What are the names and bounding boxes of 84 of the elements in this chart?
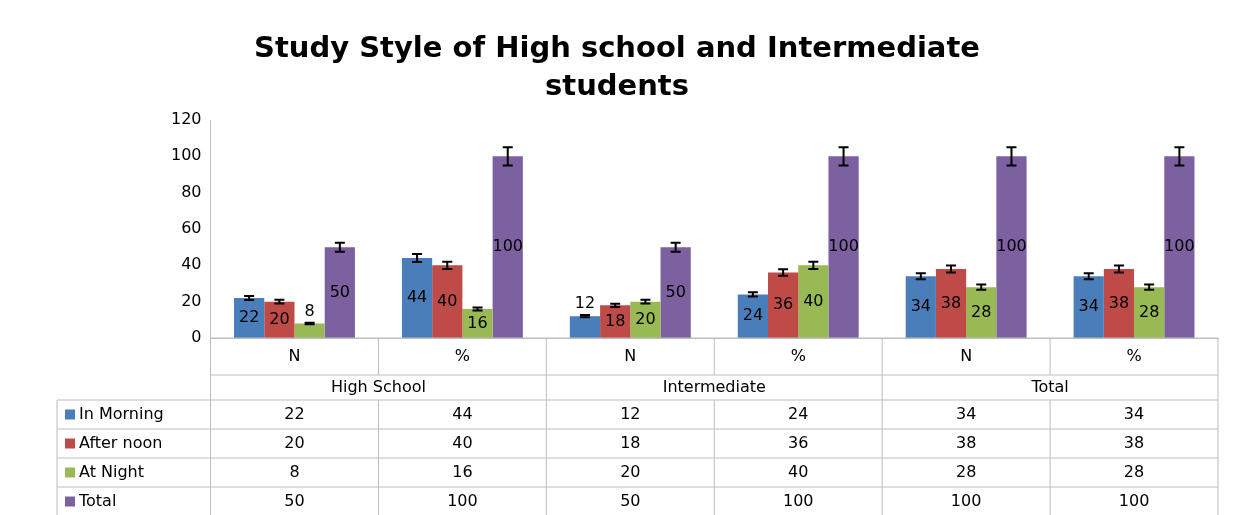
data-label: 38 [1108,292,1130,312]
y-tick-label: 60 [181,218,202,238]
x-tick-label: % [1126,345,1142,365]
text: 100 [950,490,982,510]
y-tick-label: 120 [170,109,202,129]
data-label: 50 [665,281,686,301]
y-tick-label: 20 [181,290,202,310]
legend-label: At Night [79,461,145,481]
data-label: 100 [492,236,524,256]
bar [324,247,355,338]
data-label: 34 [910,296,931,316]
text: 16 [452,461,473,481]
text: 12 [620,403,641,423]
data-label: 40 [437,290,458,310]
bar [905,276,936,338]
x-tick-label: % [454,345,471,365]
data-label: 100 [996,236,1027,256]
data-label: 24 [742,305,764,325]
text: Intermediate [662,376,766,396]
data-label: 28 [1138,301,1160,321]
text: 38 [1123,432,1145,452]
bar [828,156,859,338]
data-label: 18 [605,310,626,330]
text: 50 [620,490,641,510]
text: High School [330,376,426,396]
x-tick-label: N [288,345,301,365]
data-label: 38 [940,292,962,312]
text: 20 [620,461,641,481]
y-tick-label: 40 [181,254,202,274]
text: 36 [788,432,809,452]
text: 38 [955,432,977,452]
data-label: 12 [574,293,596,313]
text: 50 [284,490,305,510]
bar [996,156,1027,338]
text: 24 [788,403,809,423]
x-tick-label: N [624,345,637,365]
text: 34 [955,403,977,423]
bar [569,316,601,338]
bar [294,323,325,338]
bar [660,247,691,338]
text: 18 [620,432,641,452]
text: 22 [284,403,305,423]
data-label: 20 [269,308,290,328]
text: 44 [452,403,473,423]
legend-label: In Morning [79,403,164,423]
data-label: 50 [329,281,351,301]
data-label: 16 [467,312,488,332]
text: 40 [452,432,473,452]
y-tick-label: 80 [181,181,202,201]
data-label: 28 [971,301,992,321]
legend-label: After noon [79,432,163,452]
data-label: 40 [803,290,824,310]
bar [935,268,967,338]
data-label: 20 [635,308,656,328]
data-label: 44 [406,287,428,307]
legend-label: Total [78,490,117,510]
data-label: 100 [1164,236,1195,256]
text: 28 [955,461,977,481]
x-tick-label: % [790,345,806,365]
x-tick-label: N [960,345,973,365]
bar [1073,276,1104,338]
data-label: 34 [1078,296,1099,316]
text: Total [1030,376,1069,396]
chart-title: Study Style of High school and Intermediate students [253,29,981,102]
text: 100 [782,490,814,510]
text: 40 [788,461,809,481]
bar [401,258,433,338]
data-label: 100 [828,236,859,256]
data-label: 36 [772,294,794,314]
y-tick-label: 0 [191,327,202,347]
bar [1164,156,1195,338]
text: 34 [1123,403,1145,423]
text: 20 [284,432,305,452]
bar [798,265,829,338]
text: 8 [289,461,300,481]
bar [1103,268,1135,338]
bar [432,265,463,338]
data-label: 22 [238,307,260,327]
data-label: 8 [304,300,315,320]
y-tick-label: 100 [170,145,202,165]
bar [492,156,523,338]
text: 28 [1123,461,1145,481]
text: 100 [1118,490,1150,510]
text: 100 [447,490,478,510]
